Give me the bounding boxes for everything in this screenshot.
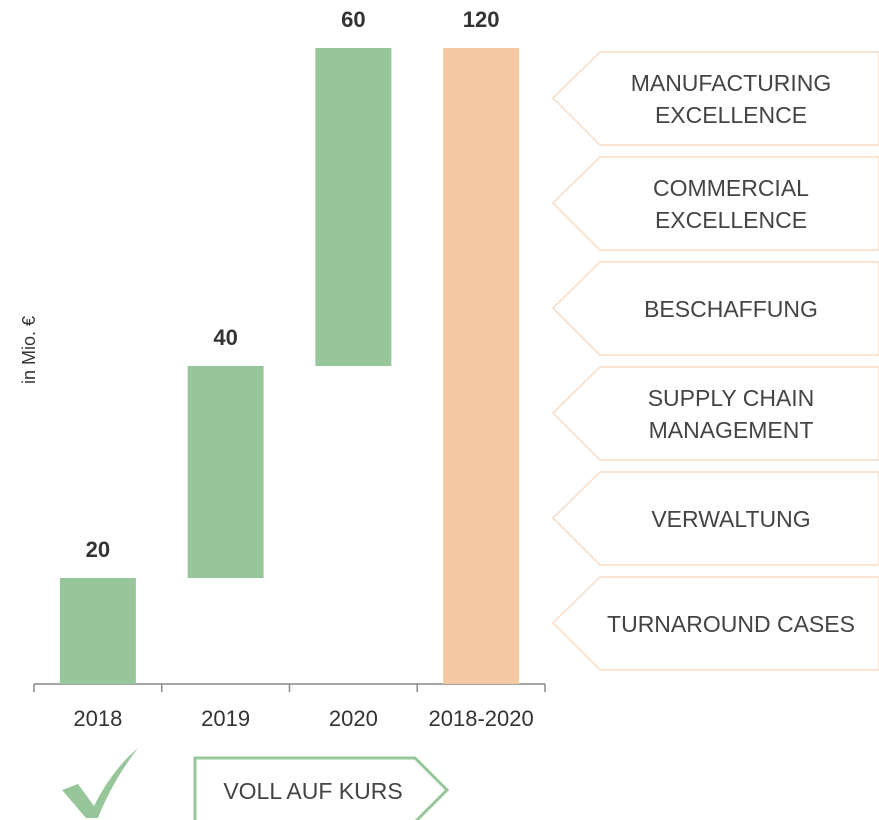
value-label: 20 [86,537,110,562]
value-label: 120 [463,7,500,32]
bar [59,578,136,684]
bar [187,366,264,578]
lever: TURNAROUND CASES [607,610,855,637]
x-tick-label: 2018-2020 [429,706,534,731]
status-arrow [193,756,450,820]
lever-shapes [551,51,879,671]
lever: BESCHAFFUNG [644,295,818,322]
value-label: 60 [341,7,365,32]
value-label: 40 [213,325,237,350]
y-axis-label: in Mio. € [19,316,39,384]
x-tick-label: 2020 [329,706,378,731]
x-tick-label: 2018 [73,706,122,731]
lever: SUPPLY CHAIN MANAGEMENT [647,384,815,443]
checkmark-icon [62,748,138,818]
lever: COMMERCIAL EXCELLENCE [653,174,809,233]
x-tick-label: 2019 [201,706,250,731]
lever: MANUFACTURING EXCELLENCE [630,69,832,128]
status-label: VOLL AUF KURS [223,777,403,804]
lever: VERWALTUNG [651,505,811,532]
bar [443,48,520,684]
bar [315,48,392,366]
